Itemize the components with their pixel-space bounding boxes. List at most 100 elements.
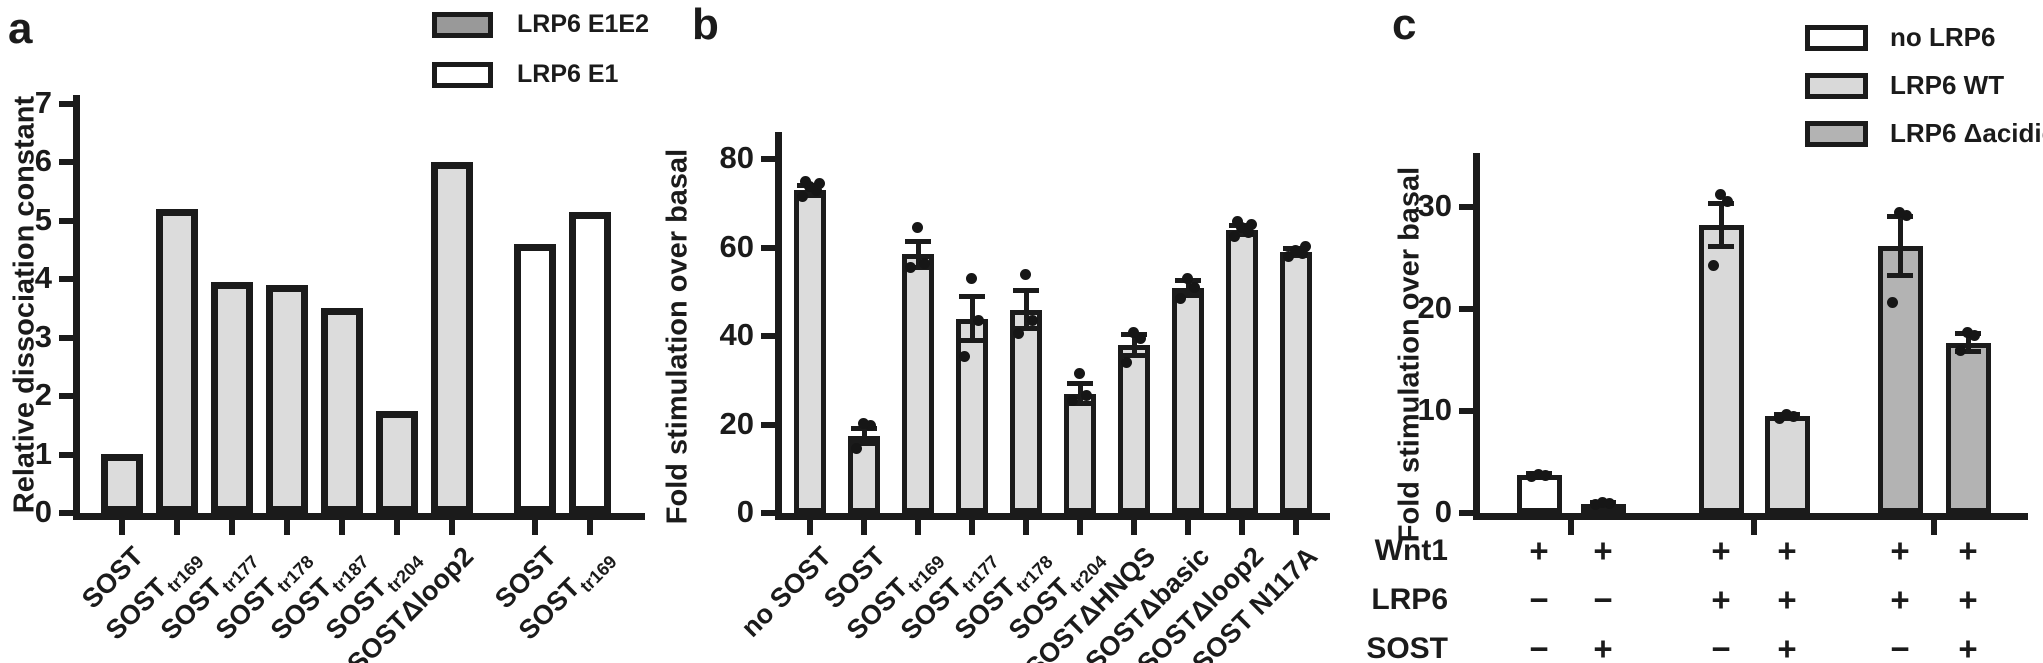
error-bar-cap-top xyxy=(905,238,931,244)
y-axis-label-a: Relative dissociation constant xyxy=(8,95,41,514)
y-axis-line xyxy=(73,95,80,520)
data-point xyxy=(1596,497,1608,509)
y-axis-line xyxy=(775,132,782,520)
x-axis-tick xyxy=(1293,520,1299,535)
data-point xyxy=(1961,326,1973,338)
condition-sign: + xyxy=(1529,532,1549,569)
bar-no SOST xyxy=(794,190,826,513)
error-bar-cap-bottom xyxy=(1887,272,1913,278)
x-axis-tick xyxy=(861,520,867,535)
x-axis-line xyxy=(1473,513,2028,520)
data-point xyxy=(803,181,815,193)
y-axis-tick-label: 20 xyxy=(1417,290,1452,325)
x-axis-tick xyxy=(1185,520,1191,535)
bar-SOSTΔloop2 xyxy=(431,162,473,513)
data-point xyxy=(1242,226,1254,238)
y-axis-tick xyxy=(59,451,73,458)
y-axis-tick xyxy=(1459,510,1473,516)
legend-panel-a: LRP6 E1E2 LRP6 E1 xyxy=(432,10,649,110)
x-axis-tick xyxy=(587,520,593,535)
condition-sign: + xyxy=(1890,581,1910,618)
y-axis-tick-label: 5 xyxy=(34,201,52,237)
error-bar-line xyxy=(861,428,867,444)
legend-panel-c: no LRP6 LRP6 WT LRP6 Δacidic xyxy=(1805,22,2043,166)
y-axis-tick xyxy=(761,244,775,251)
y-axis-tick-label: 6 xyxy=(34,143,52,178)
legend-label-lrp6-wt: LRP6 WT xyxy=(1890,70,2005,100)
bar-SOST-tr177 xyxy=(956,319,988,513)
error-bar-cap-bottom xyxy=(1067,400,1093,406)
condition-sign: − xyxy=(1529,581,1549,618)
bar-SOST xyxy=(514,244,556,513)
legend-item-lrp6-wt: LRP6 WT xyxy=(1805,70,2043,101)
x-axis-tick xyxy=(339,520,345,535)
legend-item-lrp6-dacidic: LRP6 Δacidic xyxy=(1805,118,2043,149)
y-axis-tick xyxy=(59,393,73,399)
data-point xyxy=(1174,293,1186,305)
data-point xyxy=(1525,471,1537,483)
x-axis-tick xyxy=(1239,520,1245,535)
bar-SOSTΔbasic xyxy=(1172,288,1204,513)
x-axis-tick xyxy=(532,520,538,535)
legend-label-no-lrp6: no LRP6 xyxy=(1890,22,1996,52)
data-point xyxy=(1773,412,1785,424)
data-point xyxy=(1181,273,1193,285)
data-point xyxy=(1080,390,1092,402)
x-axis-tick xyxy=(394,520,400,535)
data-point xyxy=(965,273,977,285)
error-bar-line xyxy=(1185,280,1191,296)
legend-item-no-lrp6: no LRP6 xyxy=(1805,22,2043,53)
condition-sign: + xyxy=(1890,532,1910,569)
y-axis-tick xyxy=(59,159,73,165)
x-axis-tick xyxy=(807,520,813,535)
error-bar-cap-bottom xyxy=(905,265,931,271)
condition-sign: + xyxy=(1711,581,1731,618)
error-bar-line xyxy=(1897,216,1903,276)
y-axis-tick-label: 60 xyxy=(719,228,754,264)
error-bar-cap-bottom xyxy=(1175,292,1201,298)
data-point xyxy=(1231,215,1243,227)
y-axis-tick xyxy=(59,100,73,107)
legend-swatch-no-lrp6 xyxy=(1805,24,1868,51)
y-axis-tick xyxy=(1459,408,1473,414)
legend-item-lrp6-e1e2: LRP6 E1E2 xyxy=(432,10,649,39)
data-point xyxy=(1954,345,1966,357)
legend-swatch-lrp6-dacidic xyxy=(1805,120,1868,147)
data-point xyxy=(972,315,984,327)
y-axis-tick xyxy=(59,217,73,224)
error-bar-line xyxy=(915,241,921,268)
error-bar-cap-top xyxy=(959,293,985,299)
data-point xyxy=(1188,282,1200,294)
condition-row-label-wnt1: Wnt1 xyxy=(1374,534,1448,567)
y-axis-tick-label: 1 xyxy=(34,435,52,471)
x-axis-group-tick xyxy=(1568,520,1574,535)
data-point xyxy=(1721,196,1733,208)
data-point xyxy=(813,177,825,189)
bar-LRP6 Δacidic xyxy=(1877,246,1923,513)
y-axis-tick xyxy=(59,510,73,516)
condition-sign: + xyxy=(1777,581,1797,618)
data-point xyxy=(911,222,923,234)
y-axis-tick-label: 0 xyxy=(736,494,754,529)
error-bar-line xyxy=(1131,334,1137,356)
condition-sign: + xyxy=(1593,532,1613,569)
data-point xyxy=(1968,330,1980,342)
data-point xyxy=(864,419,876,431)
x-axis-group-tick xyxy=(1931,520,1937,535)
data-point xyxy=(850,443,862,455)
legend-swatch-lrp6-e1e2 xyxy=(432,11,493,38)
x-axis-tick xyxy=(284,520,290,535)
y-axis-tick-label: 20 xyxy=(719,405,754,441)
data-point xyxy=(1603,498,1615,510)
error-bar-cap-bottom xyxy=(851,440,877,446)
condition-sign: − xyxy=(1529,630,1549,663)
condition-sign: + xyxy=(1958,532,1978,569)
y-axis-tick-label: 10 xyxy=(1417,392,1452,427)
x-axis-group-tick xyxy=(1751,520,1757,535)
data-point xyxy=(1299,240,1311,252)
y-axis-tick xyxy=(761,156,775,163)
data-point xyxy=(904,262,916,274)
bar-SOST-tr178 xyxy=(1010,310,1042,513)
data-point xyxy=(1589,499,1601,511)
data-point xyxy=(857,417,869,429)
